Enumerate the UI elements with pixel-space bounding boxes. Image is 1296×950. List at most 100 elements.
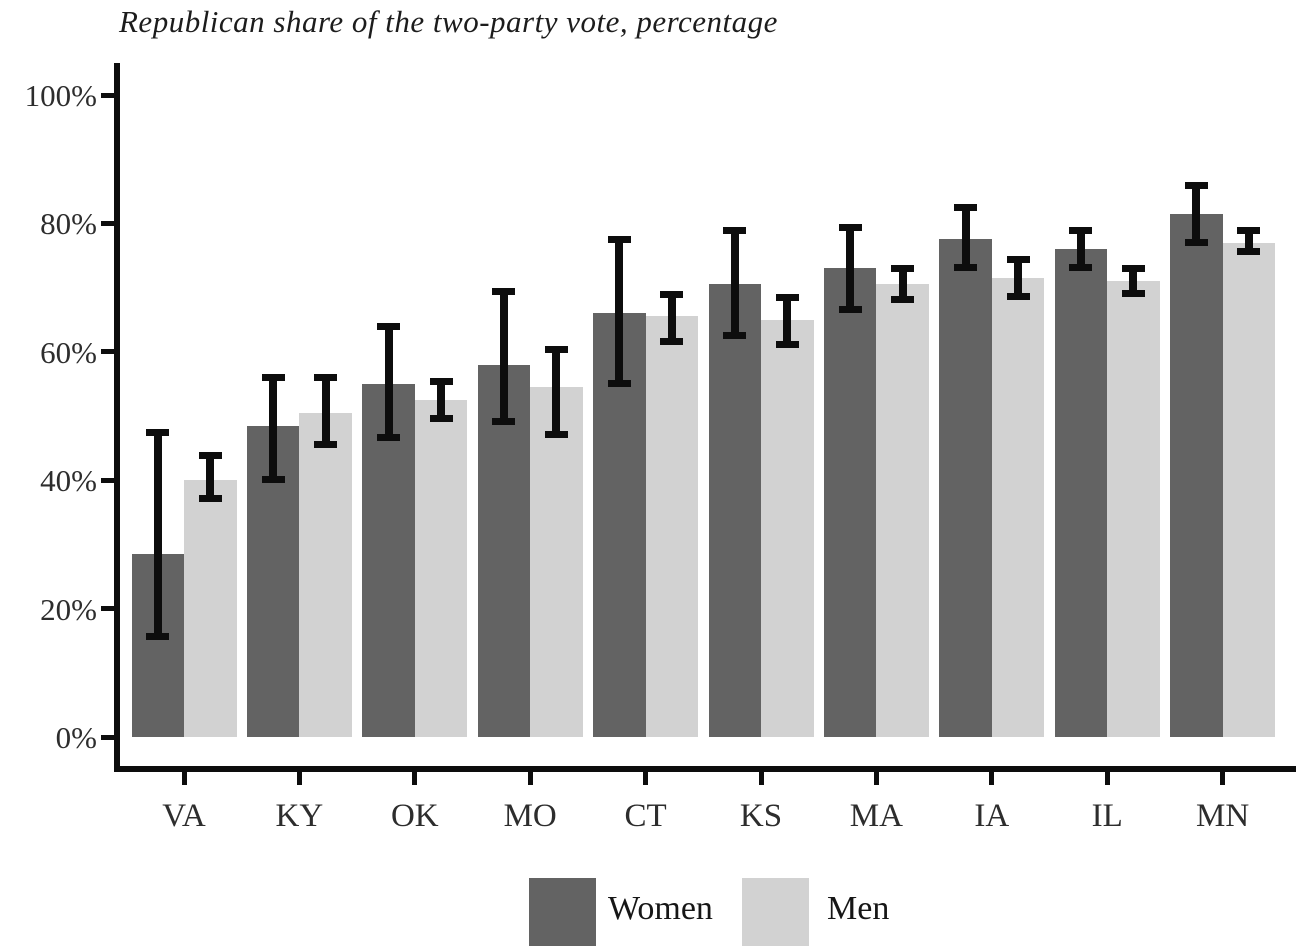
errorbar-cap-top-men-CT — [660, 291, 684, 299]
y-axis-line — [114, 63, 120, 772]
errorbar-cap-bottom-women-CT — [607, 379, 631, 387]
y-tick-label-60%: 60% — [40, 334, 97, 370]
errorbar-cap-bottom-men-KY — [314, 440, 338, 448]
x-tick-label-IL: IL — [1091, 798, 1123, 834]
bar-men-MA — [876, 284, 929, 737]
y-tick-40% — [101, 477, 114, 483]
bar-women-OK — [362, 383, 415, 737]
bar-men-KY — [299, 412, 352, 737]
legend-label-men: Men — [827, 890, 890, 927]
errorbar-cap-bottom-men-VA — [198, 495, 222, 503]
errorbar-women-KS — [730, 229, 739, 336]
x-tick-IA — [989, 772, 995, 785]
y-tick-label-80%: 80% — [40, 206, 97, 242]
bar-men-VA — [184, 480, 237, 737]
x-tick-IL — [1104, 772, 1110, 785]
y-tick-100% — [101, 92, 114, 98]
errorbar-women-MA — [846, 226, 855, 311]
x-tick-label-OK: OK — [390, 798, 439, 834]
x-tick-label-MO: MO — [503, 798, 557, 834]
chart-title: Republican share of the two-party vote, … — [119, 4, 778, 39]
x-tick-VA — [181, 772, 187, 785]
errorbar-women-MN — [1192, 184, 1201, 243]
errorbar-cap-bottom-men-IA — [1006, 293, 1030, 301]
y-tick-label-100%: 100% — [24, 78, 97, 113]
bar-women-IL — [1054, 249, 1108, 737]
x-tick-label-KY: KY — [275, 798, 324, 834]
errorbar-cap-top-women-CT — [607, 236, 631, 244]
errorbar-cap-bottom-men-MO — [544, 431, 568, 439]
x-tick-KY — [296, 772, 302, 785]
errorbar-men-KS — [783, 297, 792, 346]
errorbar-cap-bottom-women-MN — [1184, 238, 1208, 246]
errorbar-cap-top-women-KS — [723, 226, 747, 234]
errorbar-men-OK — [437, 380, 446, 420]
x-axis-line — [114, 766, 1296, 772]
errorbar-men-IL — [1129, 268, 1138, 294]
errorbar-cap-bottom-women-IA — [954, 264, 978, 272]
errorbar-women-KY — [269, 377, 278, 481]
x-tick-MA — [873, 772, 879, 785]
errorbar-cap-bottom-women-OK — [377, 434, 401, 442]
x-tick-MN — [1220, 772, 1226, 785]
bar-women-MN — [1170, 213, 1223, 737]
errorbar-women-VA — [153, 432, 162, 638]
errorbar-cap-top-women-KY — [261, 374, 285, 382]
errorbar-men-KY — [321, 377, 330, 445]
y-tick-80% — [101, 220, 114, 226]
y-tick-label-20%: 20% — [40, 591, 97, 627]
errorbar-cap-top-women-MO — [492, 287, 516, 295]
x-tick-CT — [643, 772, 649, 785]
errorbar-men-CT — [667, 294, 676, 343]
errorbar-cap-top-men-OK — [429, 377, 453, 385]
x-tick-label-IA: IA — [974, 798, 1010, 834]
errorbar-cap-bottom-women-MA — [838, 306, 862, 314]
errorbar-men-MO — [552, 348, 561, 436]
errorbar-men-IA — [1014, 258, 1023, 298]
y-tick-20% — [101, 606, 114, 612]
errorbar-men-MA — [898, 268, 907, 301]
errorbar-cap-bottom-women-KY — [261, 476, 285, 484]
errorbar-women-IA — [961, 207, 970, 269]
errorbar-women-MO — [499, 290, 508, 423]
errorbar-cap-top-men-IA — [1006, 255, 1030, 263]
errorbar-cap-bottom-men-MN — [1237, 248, 1261, 256]
errorbar-cap-top-men-MA — [891, 265, 915, 273]
y-tick-label-40%: 40% — [40, 463, 97, 499]
errorbar-women-CT — [615, 239, 624, 384]
bar-men-OK — [414, 399, 468, 737]
x-tick-label-KS: KS — [739, 798, 783, 834]
bar-men-MO — [530, 387, 583, 737]
x-tick-label-MN: MN — [1196, 798, 1250, 834]
x-tick-MO — [527, 772, 533, 785]
errorbar-men-MN — [1244, 229, 1253, 253]
errorbar-cap-top-men-MN — [1237, 226, 1261, 234]
y-tick-60% — [101, 349, 114, 355]
errorbar-women-IL — [1076, 229, 1085, 269]
x-tick-label-CT: CT — [624, 798, 667, 834]
bar-men-KS — [761, 319, 814, 737]
errorbar-cap-top-men-KS — [775, 294, 799, 302]
legend: Women Men — [0, 878, 1296, 950]
bar-men-MN — [1222, 242, 1276, 737]
errorbar-cap-top-women-VA — [146, 429, 170, 437]
errorbar-cap-top-men-KY — [314, 374, 338, 382]
errorbar-cap-bottom-women-IL — [1069, 264, 1093, 272]
errorbar-cap-bottom-women-KS — [723, 331, 747, 339]
errorbar-men-VA — [206, 454, 215, 500]
bar-men-IA — [991, 277, 1045, 737]
errorbar-cap-top-women-IA — [954, 204, 978, 212]
bar-women-MO — [477, 364, 531, 737]
x-tick-OK — [412, 772, 418, 785]
y-tick-0% — [101, 734, 114, 740]
bar-women-MA — [823, 268, 877, 737]
x-tick-label-MA: MA — [849, 798, 903, 834]
errorbar-cap-bottom-men-CT — [660, 338, 684, 346]
errorbar-women-OK — [384, 326, 393, 439]
bar-women-KS — [708, 284, 761, 737]
bar-men-CT — [645, 316, 699, 737]
errorbar-cap-bottom-women-VA — [146, 633, 170, 641]
errorbar-cap-top-men-VA — [198, 451, 222, 459]
legend-swatch-women — [529, 878, 596, 946]
